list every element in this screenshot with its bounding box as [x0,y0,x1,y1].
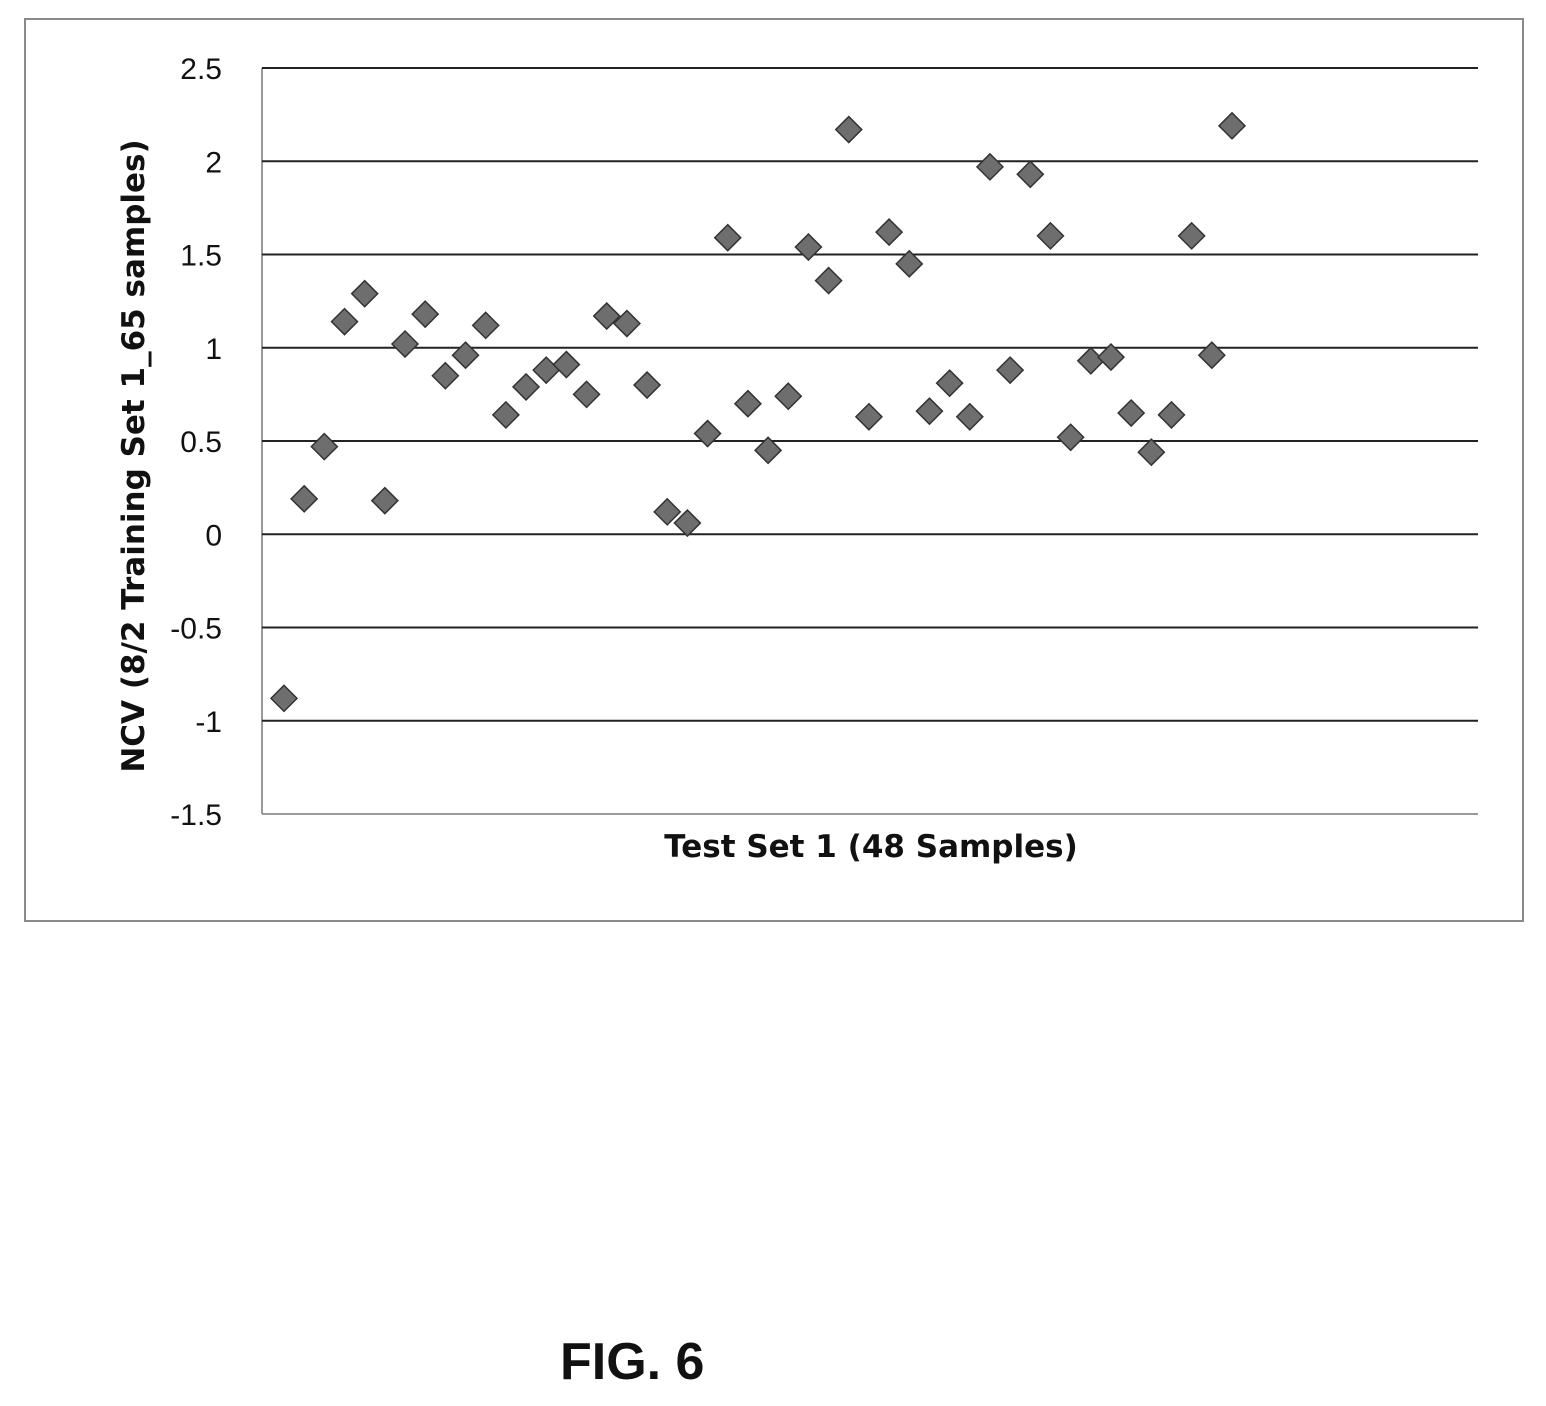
data-point [1117,398,1146,428]
data-point [693,419,722,448]
data-point [1197,341,1226,370]
y-tick-label: 1.5 [180,240,222,273]
data-point [552,350,581,379]
data-point [310,432,339,461]
y-tick-label: 2 [205,146,222,179]
data-point [491,400,520,429]
data-point [774,382,803,411]
y-tick-label: -1.5 [170,799,222,832]
data-points [269,111,1247,713]
data-point [1076,346,1105,375]
data-point [1036,221,1065,250]
data-point [854,402,883,431]
data-point [1217,111,1247,140]
data-point [996,356,1025,385]
y-tick-label: 0 [205,519,222,552]
data-point [370,486,399,515]
data-point [330,307,359,336]
data-point [975,152,1005,181]
y-tick-label: 1 [205,333,222,366]
data-point [592,301,621,331]
data-point [390,329,420,359]
gridlines [261,67,1478,815]
data-point [814,266,843,295]
data-point [350,279,379,308]
data-point [754,436,783,465]
data-point [955,402,984,431]
data-point [1157,400,1186,429]
data-point [633,370,662,400]
data-point [673,508,702,538]
data-point [511,372,541,401]
y-tick-label: -0.5 [170,613,222,646]
data-point [653,497,682,526]
data-point [572,380,601,409]
data-point [834,115,863,144]
data-point [612,309,641,338]
data-point [875,218,904,247]
data-point [915,397,944,426]
y-axis-ticks: 2.5 2 1.5 1 0.5 0 -0.5 -1 -1.5 [170,53,222,832]
data-point [1056,423,1085,452]
data-point [1096,343,1126,372]
scatter-chart: 2.5 2 1.5 1 0.5 0 -0.5 -1 -1.5 Test Set 1 (48 Sa… [116,53,1478,865]
data-point [411,300,440,329]
data-point [431,361,460,390]
data-point [269,684,299,713]
data-point [794,232,823,262]
chart-frame: 2.5 2 1.5 1 0.5 0 -0.5 -1 -1.5 Test Set 1 (48 Sa… [24,18,1524,922]
data-point [733,389,762,418]
data-point [1016,160,1045,189]
y-tick-label: 2.5 [180,53,222,86]
data-point [471,311,500,340]
data-point [532,356,561,385]
y-tick-label: 0.5 [180,426,222,459]
data-point [451,341,480,370]
data-point [1137,438,1166,467]
data-point [895,249,924,278]
y-tick-label: -1 [195,706,222,739]
data-point [713,223,742,252]
data-point [290,484,319,513]
data-point [1177,221,1206,250]
data-point [935,369,964,398]
y-axis-title: NCV (8/2 Training Set 1_65 samples) [116,139,152,772]
figure-caption: FIG. 6 [560,1333,705,1391]
x-axis-title: Test Set 1 (48 Samples) [664,829,1078,865]
